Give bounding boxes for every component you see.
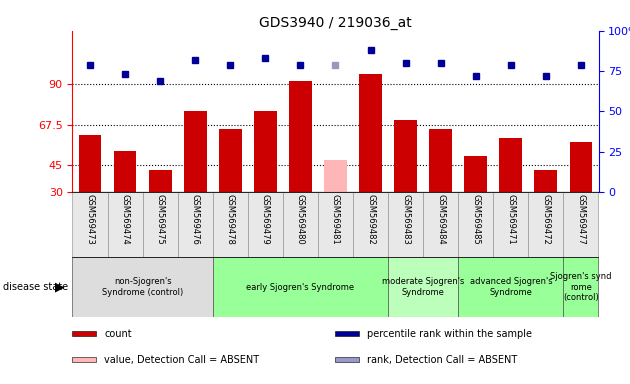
Text: early Sjogren's Syndrome: early Sjogren's Syndrome [246,283,355,291]
FancyBboxPatch shape [178,192,213,257]
Bar [184,111,207,192]
FancyBboxPatch shape [529,192,563,257]
Bar [289,81,312,192]
FancyBboxPatch shape [213,192,248,257]
Bar [113,151,137,192]
Bar [394,120,417,192]
Bar [72,331,96,336]
FancyBboxPatch shape [248,192,283,257]
FancyBboxPatch shape [283,192,318,257]
FancyBboxPatch shape [458,192,493,257]
Text: GSM569485: GSM569485 [471,194,480,245]
Text: GSM569484: GSM569484 [436,194,445,245]
Text: GSM569478: GSM569478 [226,194,235,245]
Bar [359,74,382,192]
Text: value, Detection Call = ABSENT: value, Detection Call = ABSENT [104,354,259,364]
Bar [500,138,522,192]
Bar [570,142,592,192]
Text: rank, Detection Call = ABSENT: rank, Detection Call = ABSENT [367,354,517,364]
FancyBboxPatch shape [458,257,563,317]
FancyBboxPatch shape [108,192,142,257]
FancyBboxPatch shape [353,192,388,257]
FancyBboxPatch shape [563,192,598,257]
Text: GSM569476: GSM569476 [191,194,200,245]
FancyBboxPatch shape [318,192,353,257]
Text: GSM569481: GSM569481 [331,194,340,245]
FancyBboxPatch shape [72,257,213,317]
Bar [219,129,242,192]
Text: ▶: ▶ [55,281,65,293]
Bar [324,160,347,192]
Text: GSM569474: GSM569474 [120,194,130,245]
Text: advanced Sjogren's
Syndrome: advanced Sjogren's Syndrome [469,277,552,297]
Bar [72,357,96,362]
Title: GDS3940 / 219036_at: GDS3940 / 219036_at [259,16,412,30]
Bar [149,170,171,192]
Text: non-Sjogren's
Syndrome (control): non-Sjogren's Syndrome (control) [102,277,183,297]
Text: GSM569471: GSM569471 [507,194,515,245]
Bar [335,331,359,336]
FancyBboxPatch shape [72,192,108,257]
Text: GSM569483: GSM569483 [401,194,410,245]
Text: Sjogren's synd
rome
(control): Sjogren's synd rome (control) [550,272,612,302]
FancyBboxPatch shape [142,192,178,257]
FancyBboxPatch shape [423,192,458,257]
Text: moderate Sjogren's
Syndrome: moderate Sjogren's Syndrome [382,277,464,297]
Text: GSM569473: GSM569473 [86,194,94,245]
Text: GSM569477: GSM569477 [576,194,585,245]
FancyBboxPatch shape [388,192,423,257]
Text: GSM569472: GSM569472 [541,194,551,245]
Bar [335,357,359,362]
FancyBboxPatch shape [388,257,458,317]
Bar [534,170,558,192]
Bar [254,111,277,192]
Bar [429,129,452,192]
FancyBboxPatch shape [563,257,598,317]
FancyBboxPatch shape [213,257,388,317]
Bar [464,156,487,192]
Text: GSM569479: GSM569479 [261,194,270,245]
Text: disease state: disease state [3,282,68,292]
Text: count: count [104,329,132,339]
Bar [79,135,101,192]
Text: GSM569480: GSM569480 [296,194,305,245]
FancyBboxPatch shape [493,192,529,257]
Text: GSM569482: GSM569482 [366,194,375,245]
Text: percentile rank within the sample: percentile rank within the sample [367,329,532,339]
Text: GSM569475: GSM569475 [156,194,164,245]
